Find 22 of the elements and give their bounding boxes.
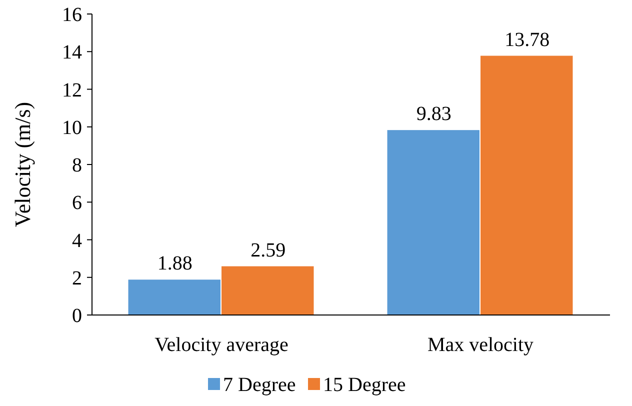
y-tick-label: 12 [62,79,82,102]
bar [480,56,573,315]
y-tick-label: 6 [72,192,82,214]
data-label: 1.88 [157,252,192,275]
y-tick-label: 2 [72,267,82,290]
y-tick-label: 0 [72,305,82,327]
y-tick-label: 14 [62,42,82,64]
x-tick-label: Velocity average [154,334,289,356]
bar [128,280,220,315]
data-label: 13.78 [504,28,550,51]
bar [222,266,314,315]
legend-label: 7 Degree [223,374,296,396]
y-tick-label: 4 [72,230,82,252]
y-tick-label: 8 [72,154,82,176]
y-tick-label: 10 [62,116,82,139]
y-axis-title: Velocity (m/s) [10,102,35,228]
bar [387,130,480,315]
data-label: 2.59 [250,239,286,262]
data-label: 9.83 [416,103,452,126]
x-tick-label: Max velocity [427,334,534,356]
y-tick-label: 16 [62,4,82,26]
legend-label: 15 Degree [323,374,406,396]
